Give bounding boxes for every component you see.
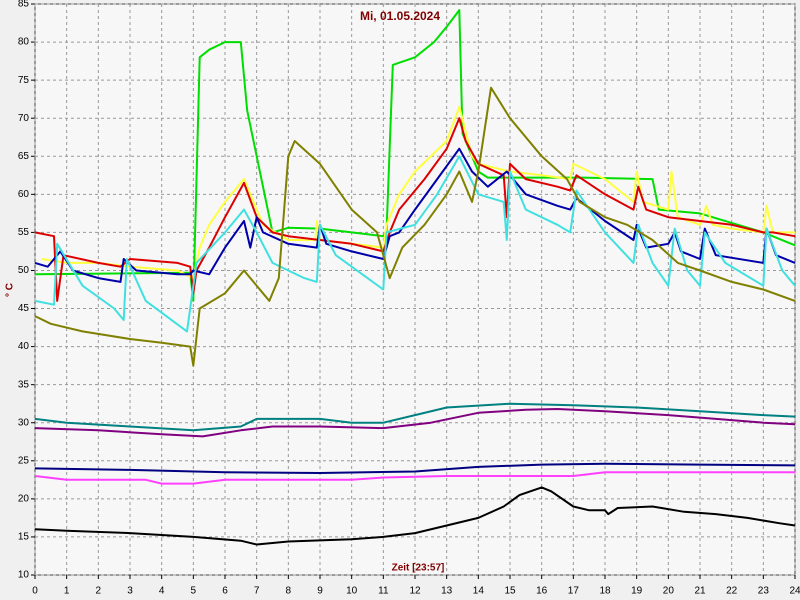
y-tick-label: 10 <box>18 570 30 581</box>
x-tick-label: 6 <box>222 586 228 597</box>
y-tick-label: 85 <box>18 0 30 10</box>
x-tick-label: 14 <box>473 586 485 597</box>
y-tick-label: 75 <box>18 75 30 86</box>
y-tick-label: 65 <box>18 151 30 162</box>
y-tick-label: 15 <box>18 532 30 543</box>
x-tick-label: 0 <box>32 586 38 597</box>
series-line <box>34 86 796 367</box>
x-tick-label: 17 <box>568 586 580 597</box>
x-tick-label: 16 <box>536 586 548 597</box>
series-line <box>34 117 796 302</box>
x-tick-label: 4 <box>159 586 165 597</box>
x-tick-label: 12 <box>409 586 421 597</box>
y-tick-label: 25 <box>18 455 30 466</box>
series-line <box>41 105 795 280</box>
x-tick-label: 9 <box>317 586 323 597</box>
x-tick-label: 2 <box>96 586 102 597</box>
x-tick-label: 5 <box>191 586 197 597</box>
series-line <box>34 486 796 546</box>
x-tick-label: 21 <box>694 586 706 597</box>
y-tick-label: 35 <box>18 379 30 390</box>
x-tick-label: 20 <box>663 586 675 597</box>
x-tick-label: 23 <box>758 586 770 597</box>
series-line <box>34 155 796 333</box>
y-tick-label: 60 <box>18 189 30 200</box>
x-tick-label: 13 <box>441 586 453 597</box>
x-axis-label: Zeit [23:57] <box>392 563 445 574</box>
y-tick-label: 50 <box>18 265 30 276</box>
x-tick-label: 22 <box>726 586 738 597</box>
x-tick-label: 24 <box>789 586 800 597</box>
x-tick-label: 19 <box>631 586 643 597</box>
x-tick-label: 18 <box>599 586 611 597</box>
y-tick-label: 70 <box>18 113 30 124</box>
chart-title: Mi, 01.05.2024 <box>360 9 440 23</box>
y-tick-label: 80 <box>18 37 30 48</box>
series-line <box>34 402 796 432</box>
x-tick-label: 11 <box>378 586 389 597</box>
series-line <box>34 408 796 438</box>
x-tick-label: 15 <box>504 586 516 597</box>
x-tick-label: 7 <box>254 586 260 597</box>
x-tick-label: 8 <box>286 586 292 597</box>
y-tick-label: 30 <box>18 417 30 428</box>
series-line <box>34 471 795 485</box>
y-tick-label: 40 <box>18 341 30 352</box>
series-line <box>34 462 796 474</box>
x-tick-label: 1 <box>64 586 70 597</box>
y-axis-label: ° C <box>5 283 16 297</box>
x-tick-label: 10 <box>346 586 358 597</box>
y-tick-label: 45 <box>18 303 30 314</box>
x-tick-label: 3 <box>127 586 133 597</box>
y-tick-label: 55 <box>18 227 30 238</box>
y-tick-label: 20 <box>18 494 30 505</box>
